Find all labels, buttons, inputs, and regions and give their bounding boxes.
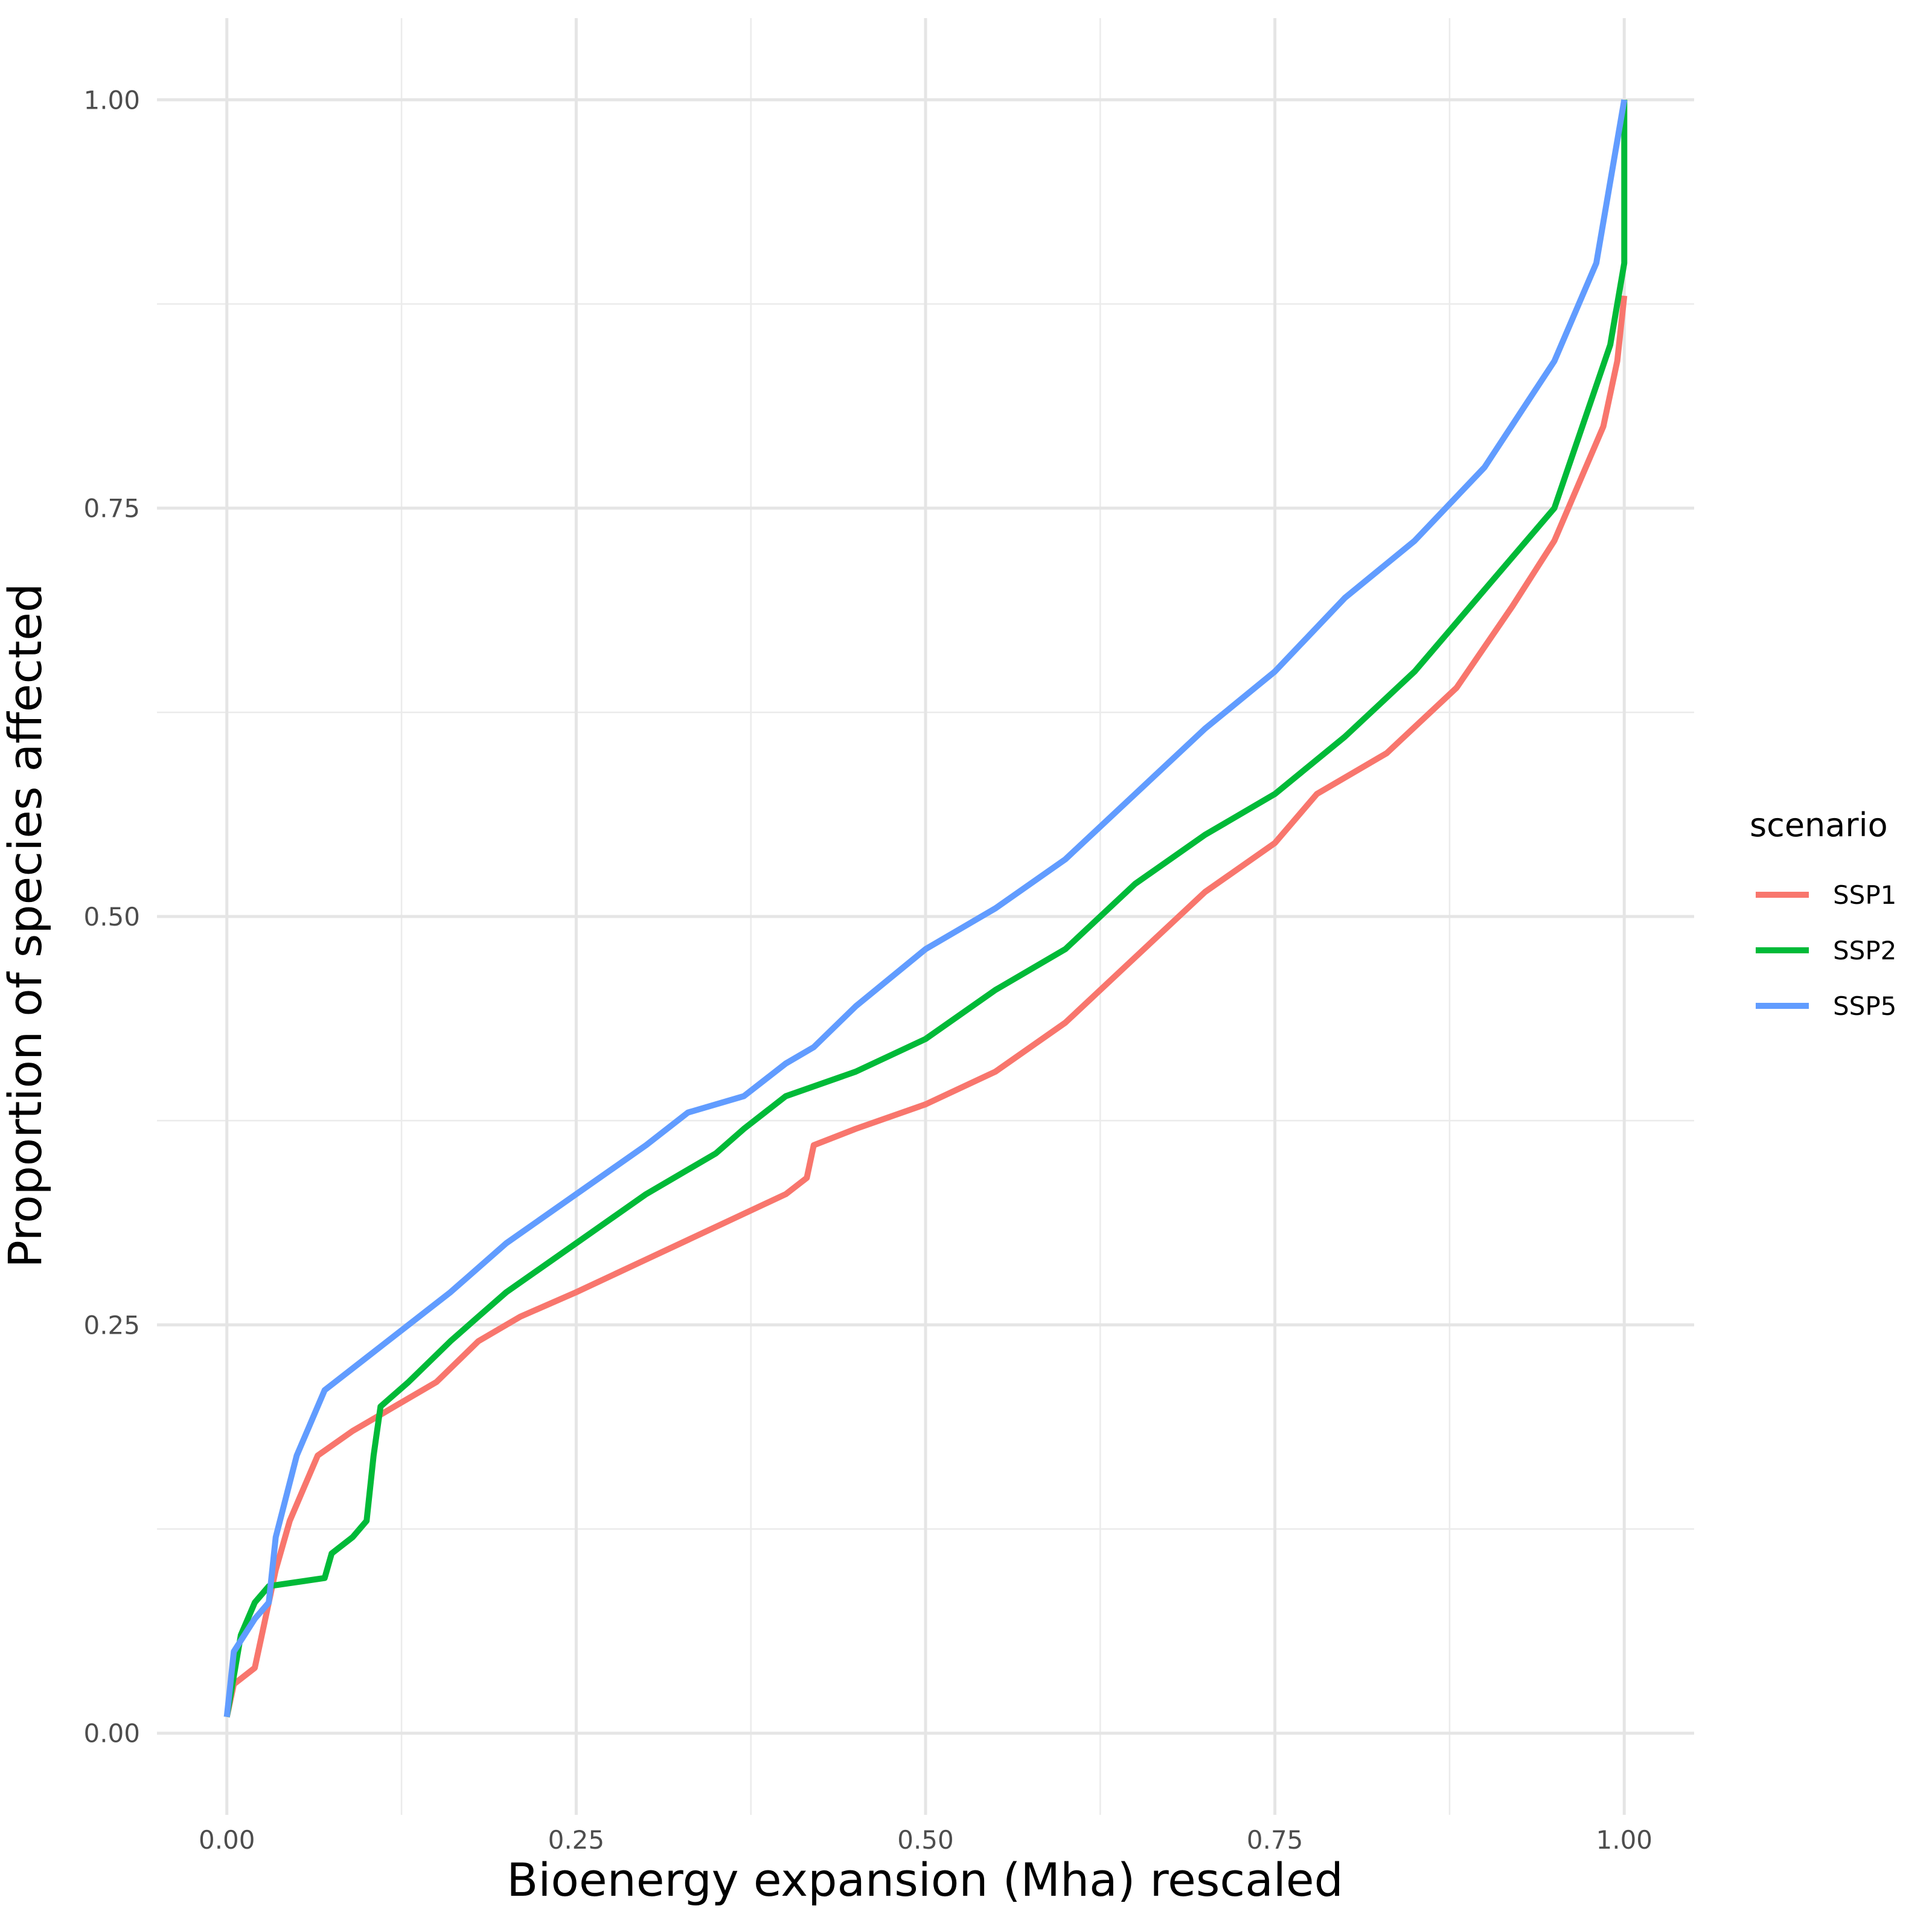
legend-title: scenario — [1750, 806, 1888, 844]
x-tick-label: 0.25 — [548, 1825, 605, 1855]
legend: scenario SSP1 SSP2 SSP5 — [1750, 806, 1896, 1021]
series-line-ssp1 — [223, 295, 1628, 1718]
y-tick-label: 0.75 — [83, 494, 140, 523]
x-tick-label: 1.00 — [1596, 1825, 1653, 1855]
x-tick-label: 0.00 — [199, 1825, 255, 1855]
legend-label-ssp5: SSP5 — [1833, 991, 1896, 1021]
x-axis-title: Bioenergy expansion (Mha) rescaled — [507, 1853, 1343, 1907]
y-tick-label: 0.25 — [83, 1310, 140, 1340]
y-tick-label: 0.50 — [83, 902, 140, 932]
x-tick-label: 0.75 — [1247, 1825, 1303, 1855]
y-axis-tick-labels: 0.00 0.25 0.50 0.75 1.00 — [83, 85, 140, 1748]
y-tick-label: 1.00 — [83, 85, 140, 115]
legend-label-ssp2: SSP2 — [1833, 936, 1896, 965]
y-axis-title: Proportion of species affected — [0, 583, 52, 1268]
y-tick-label: 0.00 — [83, 1719, 140, 1748]
series-lines — [223, 99, 1628, 1718]
series-line-ssp2 — [223, 100, 1628, 1718]
legend-items: SSP1 SSP2 SSP5 — [1756, 880, 1896, 1021]
series-line-ssp5 — [223, 99, 1628, 1718]
x-axis-tick-labels: 0.00 0.25 0.50 0.75 1.00 — [199, 1825, 1652, 1855]
legend-label-ssp1: SSP1 — [1833, 880, 1896, 910]
major-gridlines — [157, 18, 1694, 1815]
x-tick-label: 0.50 — [897, 1825, 954, 1855]
